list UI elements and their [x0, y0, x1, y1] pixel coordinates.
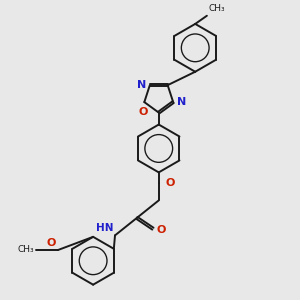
Text: N: N: [137, 80, 146, 90]
Text: CH₃: CH₃: [17, 245, 34, 254]
Text: CH₃: CH₃: [208, 4, 225, 14]
Text: O: O: [46, 238, 56, 248]
Text: HN: HN: [96, 223, 113, 233]
Text: O: O: [138, 107, 148, 117]
Text: O: O: [156, 225, 166, 235]
Text: O: O: [165, 178, 175, 188]
Text: N: N: [177, 97, 186, 107]
